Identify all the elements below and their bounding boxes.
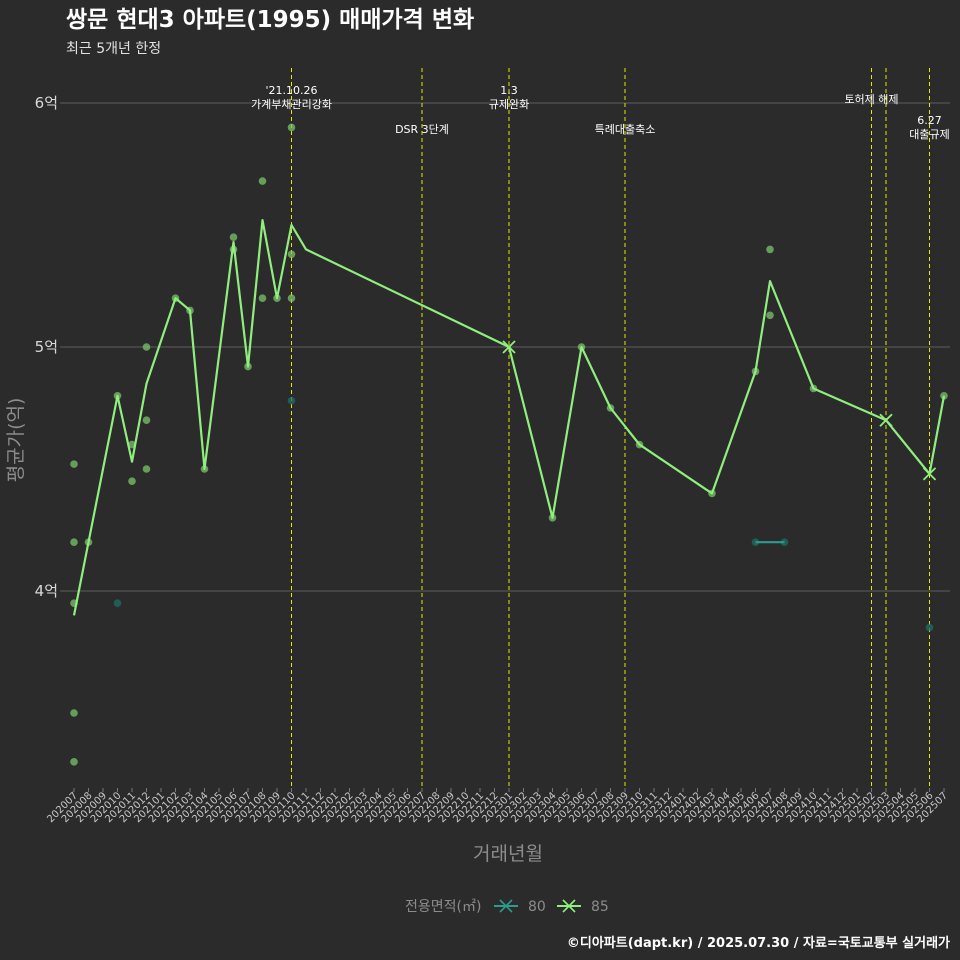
legend-title: 전용면적(㎡)	[405, 899, 481, 915]
scatter-point	[142, 343, 151, 351]
chart-title: 쌍문 현대3 아파트(1995) 매매가격 변화	[66, 7, 474, 33]
event-label: 토허제 해제	[844, 92, 898, 106]
legend-label-80: 80	[528, 899, 546, 915]
event-label: 규제완화	[489, 98, 529, 111]
scatter-point	[766, 245, 774, 254]
legend-label-85: 85	[591, 899, 609, 915]
legend-key-80-cross	[499, 899, 513, 913]
series-80	[113, 396, 934, 632]
y-gridlines	[60, 102, 950, 592]
cross-marker	[879, 413, 893, 427]
series-line	[72, 219, 946, 616]
legend: 전용면적(㎡) 80 85	[405, 899, 609, 915]
scatter-point	[113, 599, 122, 607]
event-label: 가계부채관리강화	[251, 98, 332, 111]
scatter-point	[287, 396, 296, 405]
scatter-point	[229, 233, 238, 241]
scatter-point	[142, 465, 151, 473]
scatter-point	[258, 177, 267, 185]
scatter-point	[142, 416, 151, 425]
y-axis-title: 평균가(억)	[5, 398, 27, 483]
chart-subtitle: 최근 5개년 한정	[66, 41, 161, 57]
scatter-point	[70, 709, 78, 717]
scatter-point	[287, 123, 296, 132]
scatter-point	[70, 460, 78, 468]
y-tick-label: 4억	[35, 582, 58, 600]
event-label: 6.27	[917, 114, 942, 127]
scatter-point	[287, 294, 296, 303]
y-tick-label: 5억	[35, 338, 58, 356]
source-caption: ©디아파트(dapt.kr) / 2025.07.30 / 자료=국토교통부 실…	[567, 935, 950, 951]
scatter-point	[70, 758, 78, 766]
x-tick-labels: 2020072020082020092020102020112020122021…	[45, 788, 950, 825]
cross-marker	[922, 467, 937, 481]
y-tick-label: 6억	[35, 94, 58, 112]
scatter-point	[925, 623, 934, 632]
cross-marker	[502, 340, 516, 354]
legend-item-80: 80	[494, 899, 546, 915]
event-label: '21.10.26	[265, 84, 317, 97]
y-tick-labels: 4억 5억 6억	[35, 94, 58, 600]
scatter-point	[287, 250, 296, 259]
scatter-point	[70, 538, 78, 546]
legend-key-85-cross	[562, 899, 576, 913]
legend-item-85: 85	[557, 899, 609, 915]
scatter-point	[128, 477, 136, 486]
series-85	[70, 123, 948, 766]
event-label: 1.3	[500, 84, 518, 97]
event-label: 특례대출축소	[595, 123, 656, 136]
scatter-point	[766, 311, 774, 320]
x-axis-title: 거래년월	[473, 843, 543, 865]
event-label: DSR 3단계	[395, 123, 449, 136]
scatter-point	[258, 294, 267, 303]
event-label: 대출규제	[909, 128, 949, 141]
